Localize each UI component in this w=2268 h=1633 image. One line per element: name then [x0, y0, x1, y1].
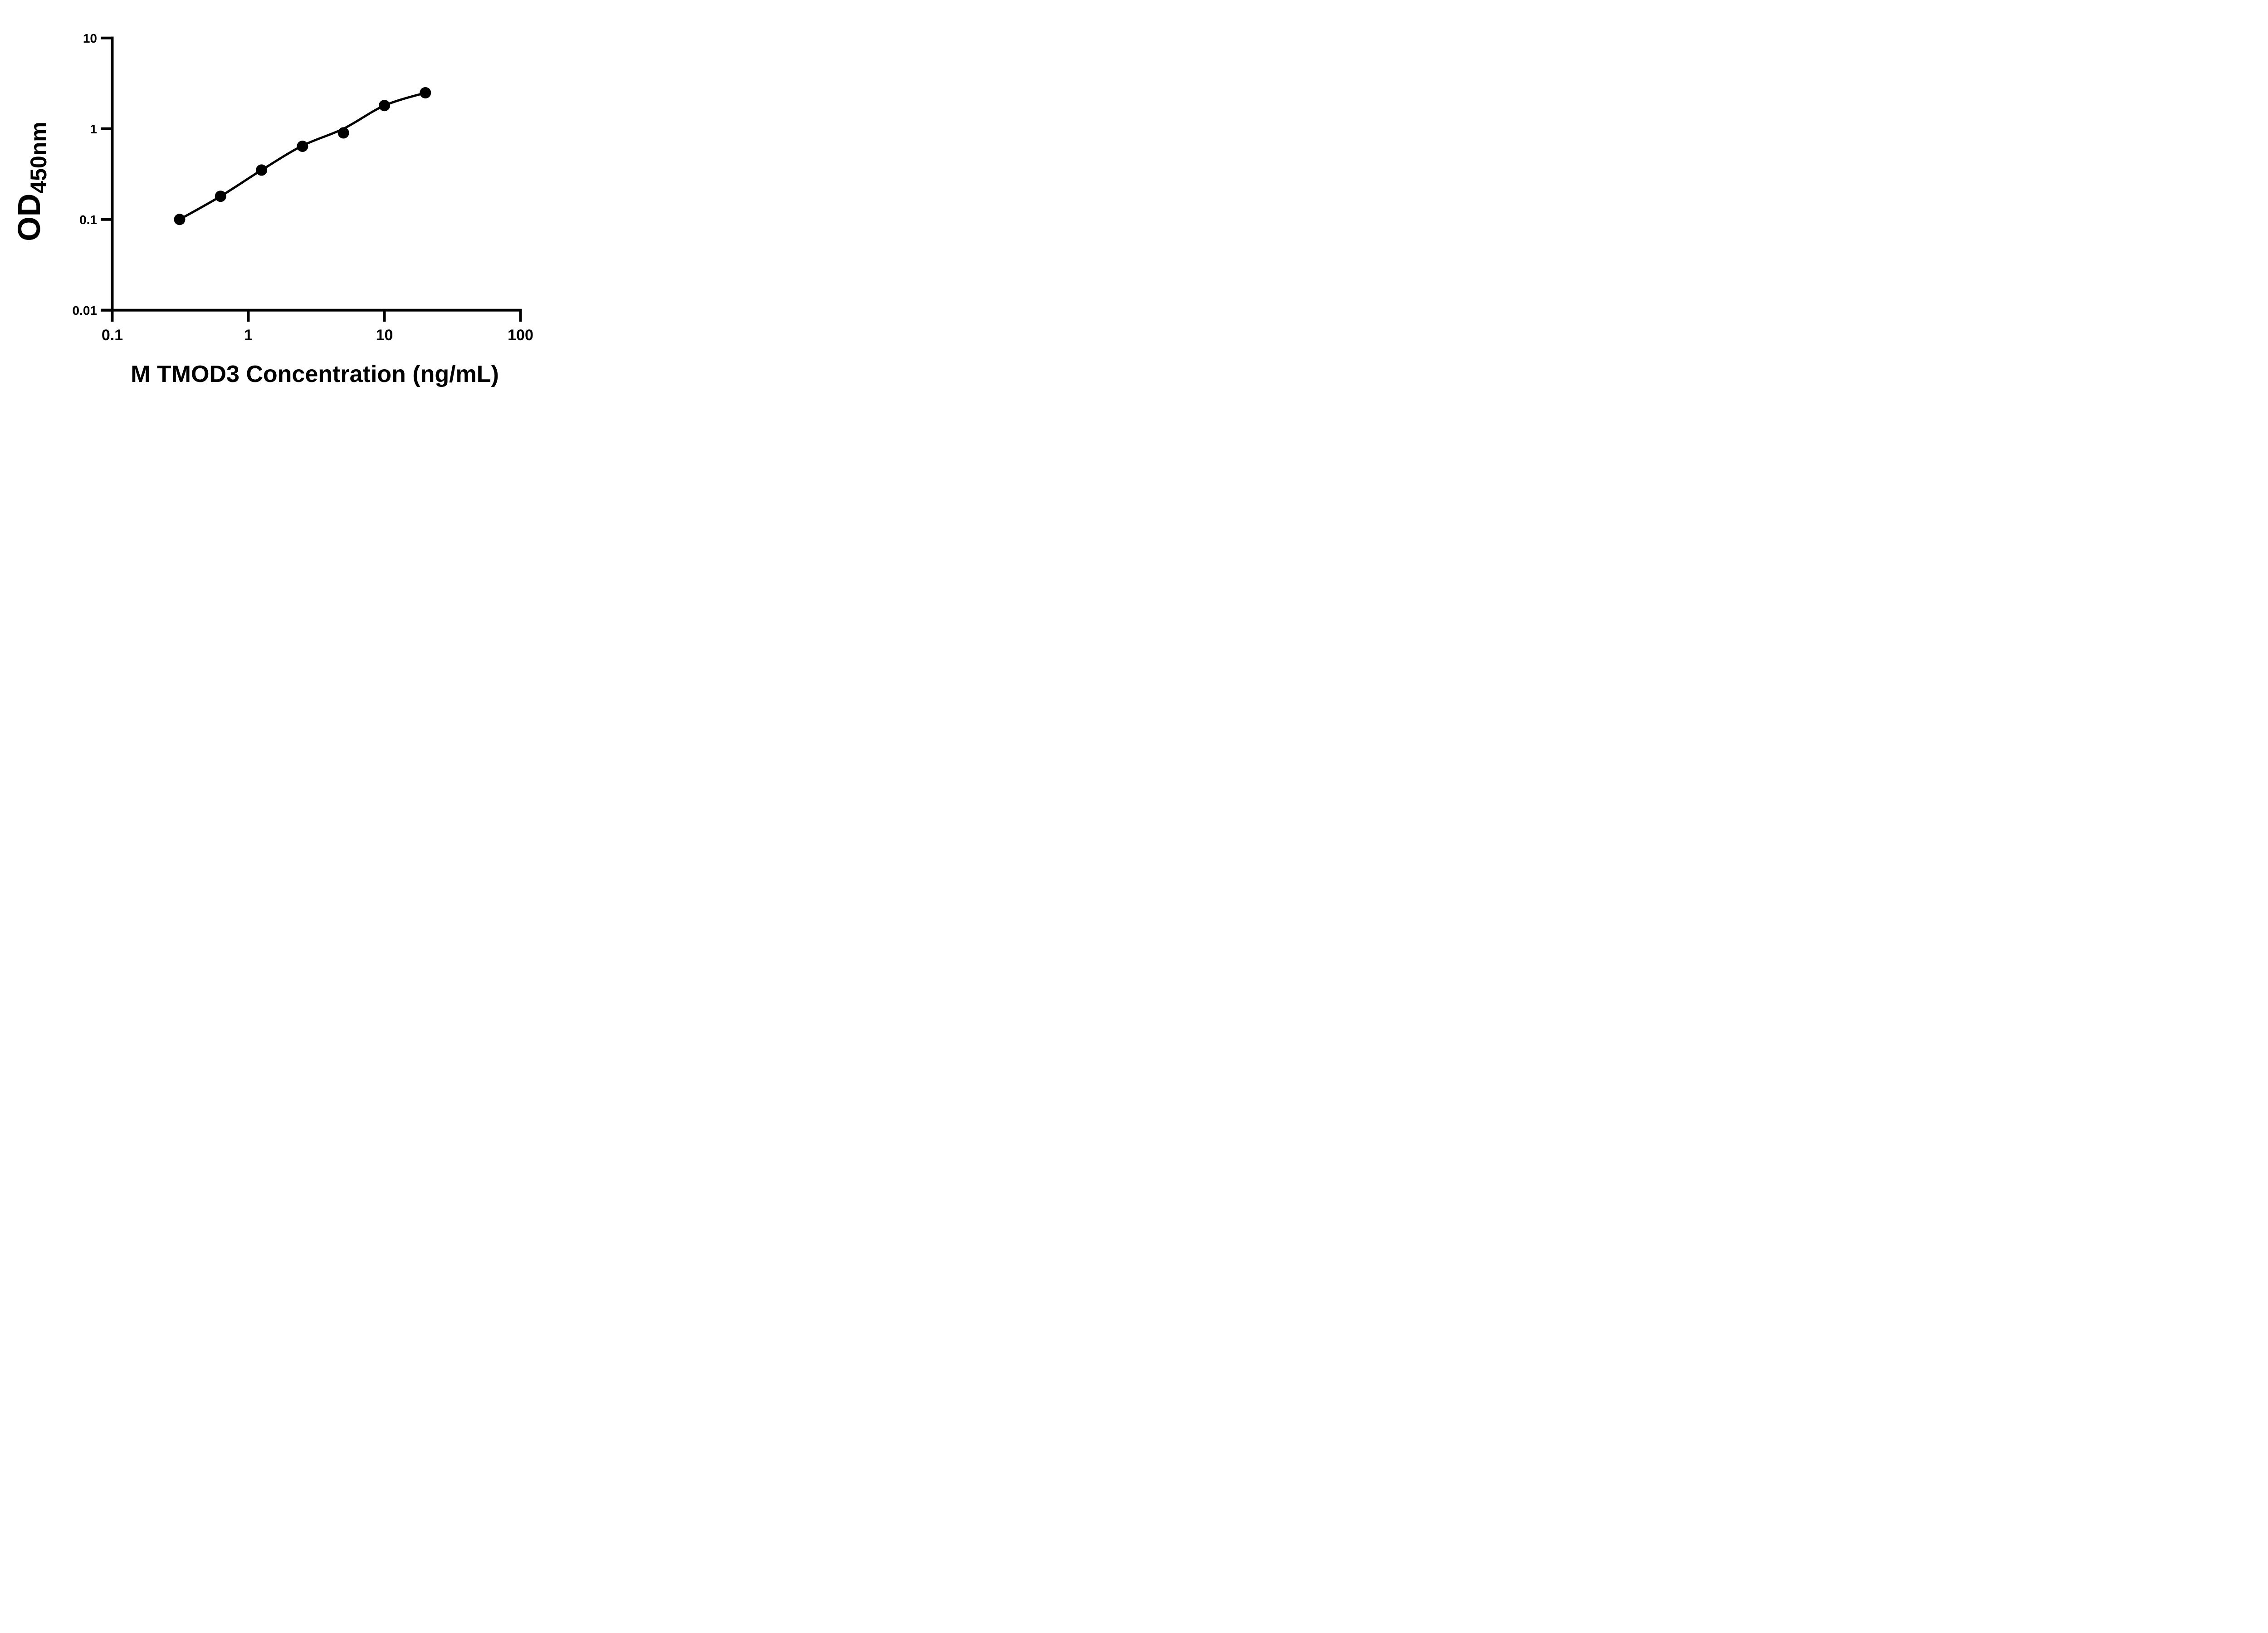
x-axis-tick-label: 10 — [376, 327, 393, 344]
y-axis-title-subscript: 450nm — [26, 122, 51, 193]
x-axis-tick-label: 0.1 — [102, 327, 123, 344]
fit-curve — [179, 92, 426, 220]
data-point-marker — [215, 191, 226, 202]
y-axis-title-main: OD — [11, 194, 47, 241]
y-axis-title: OD450nm — [11, 122, 51, 241]
y-axis-tick-label: 10 — [83, 31, 97, 45]
data-point-marker — [379, 100, 390, 112]
x-axis-title: M TMOD3 Concentration (ng/mL) — [131, 361, 499, 387]
elisa-standard-curve-figure: 10 1 0.1 0.01 0.1 1 10 100 M TMOD3 Concentration… — [0, 0, 583, 408]
y-axis-tick-label: 0.1 — [79, 213, 97, 227]
y-axis-tick-label: 1 — [90, 122, 97, 136]
data-point-marker — [420, 87, 431, 99]
x-axis-tick-label: 100 — [508, 327, 533, 344]
data-point-marker — [337, 127, 349, 139]
x-axis-tick-label: 1 — [244, 327, 253, 344]
data-point-marker — [297, 141, 308, 152]
data-point-marker — [174, 214, 186, 225]
y-axis-tick-label: 0.01 — [73, 303, 98, 318]
chart-canvas: 10 1 0.1 0.01 0.1 1 10 100 M TMOD3 Concentration… — [11, 31, 533, 387]
data-point-marker — [256, 164, 268, 176]
